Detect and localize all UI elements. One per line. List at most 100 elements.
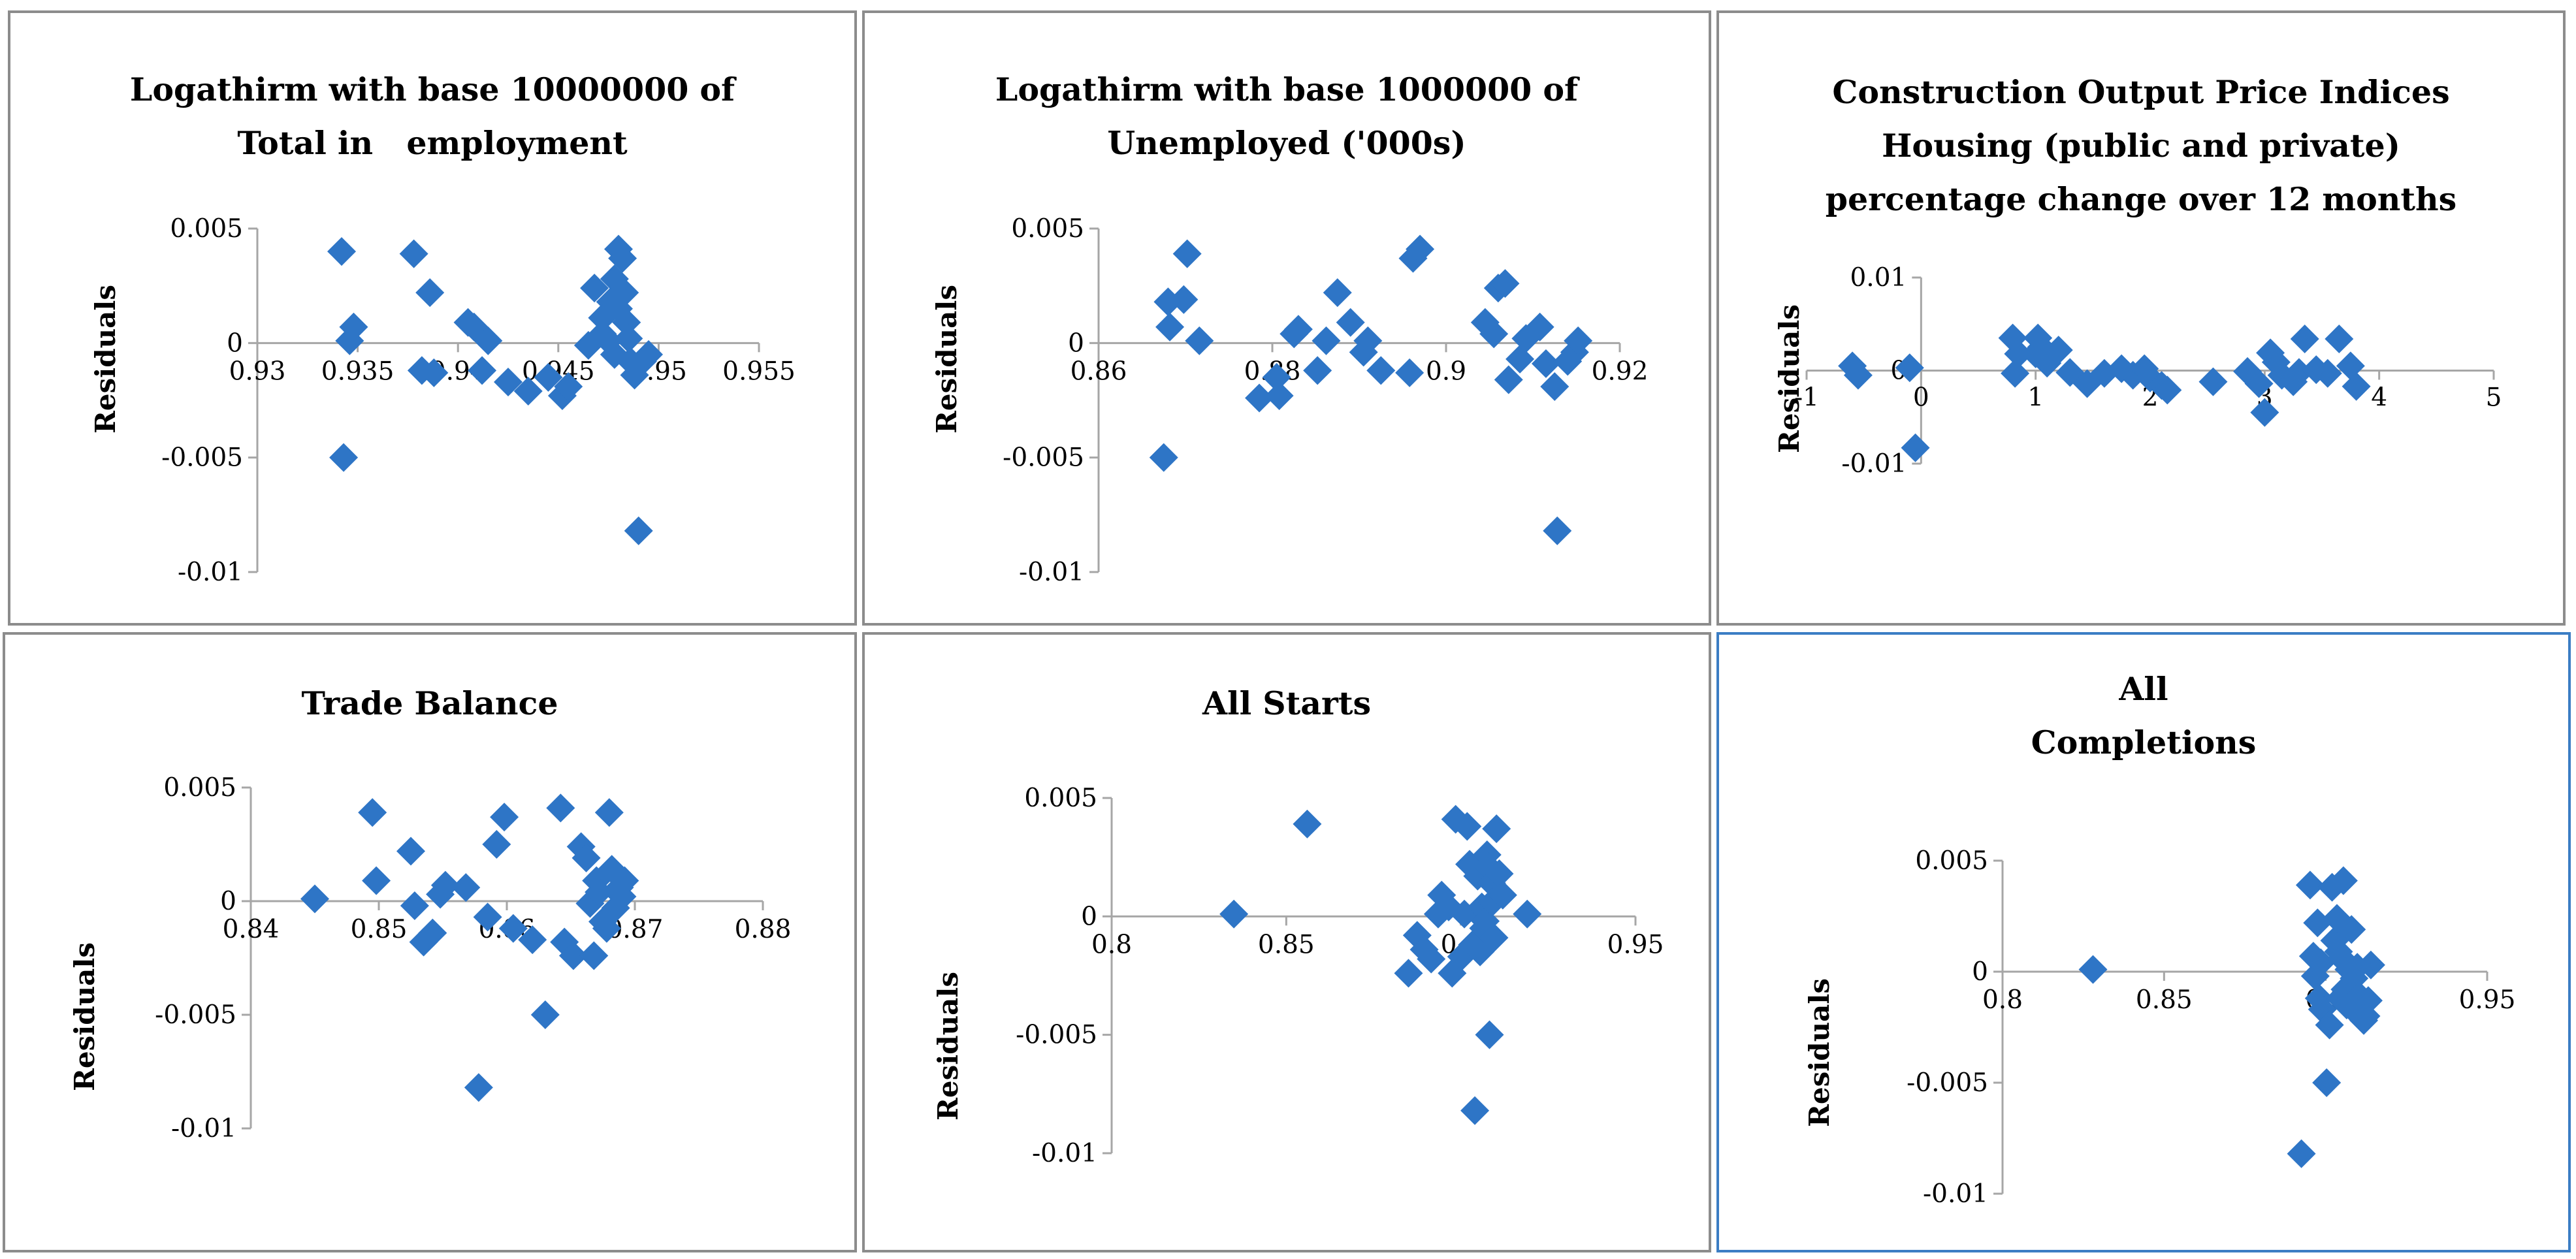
y-tick-label: 0.005 (163, 773, 236, 803)
x-tick-label: 0.95 (1607, 930, 1664, 959)
data-point (1470, 308, 1500, 337)
chart-title-line: Construction Output Price Indices (1832, 73, 2450, 111)
x-tick-label: 0 (1913, 383, 1929, 413)
data-point (1525, 312, 1554, 342)
chart-title-line: All Starts (1202, 684, 1372, 722)
data-point (329, 443, 359, 472)
x-tick-label: 1 (2027, 383, 2044, 413)
y-tick-label: 0 (227, 328, 243, 358)
chart-title-line: Logathirm with base 1000000 of (995, 71, 1579, 108)
y-tick-label: -0.01 (1019, 558, 1084, 587)
data-point (2284, 358, 2313, 387)
data-point (1843, 360, 1873, 390)
y-tick-label: -0.01 (171, 1114, 236, 1143)
data-point (1283, 315, 1313, 344)
data-point (572, 843, 601, 872)
y-tick-label: -0.01 (178, 558, 243, 587)
data-point (1460, 1096, 1490, 1125)
data-point (1293, 809, 1322, 838)
data-point (601, 893, 630, 923)
data-point (579, 941, 609, 970)
data-point (2315, 1010, 2344, 1040)
data-point (1441, 805, 1470, 834)
data-point (339, 312, 368, 342)
panel-unemployed: Logathirm with base 1000000 of Unemploye… (862, 10, 1711, 626)
data-point (1901, 433, 1930, 462)
y-tick-label: 0 (1081, 902, 1097, 931)
data-point (1438, 959, 1467, 988)
x-tick-label: 0.84 (223, 915, 280, 944)
data-point (2078, 955, 2108, 984)
data-point (494, 367, 523, 396)
data-point (592, 914, 621, 943)
y-tick-label: -0.01 (1923, 1179, 1988, 1209)
x-tick-label: 5 (2486, 383, 2502, 413)
data-point (1264, 381, 1294, 410)
chart-title: Construction Output Price Indices Housin… (1719, 65, 2563, 226)
y-tick-label: 0.005 (170, 214, 243, 244)
x-tick-label: 0.88 (735, 915, 792, 944)
data-point (430, 870, 460, 900)
data-point (2027, 332, 2056, 362)
data-point (558, 941, 588, 970)
y-tick-label: -0.005 (155, 1000, 236, 1030)
y-axis-title: Residuals (1773, 304, 1805, 453)
data-point (1149, 443, 1178, 472)
y-tick-label: 0 (1972, 957, 1988, 987)
y-tick-label: -0.005 (1016, 1021, 1097, 1050)
data-point (1434, 892, 1463, 921)
data-point (300, 884, 329, 914)
data-point (490, 803, 519, 832)
x-tick-label: 0.9 (1426, 357, 1466, 386)
y-axis-title: Residuals (1803, 978, 1835, 1127)
data-point (1395, 358, 1425, 387)
data-point (1479, 319, 1509, 349)
y-axis-title: Residuals (931, 285, 963, 434)
data-point (2313, 359, 2342, 388)
y-tick-label: 0.005 (1915, 846, 1988, 876)
data-point (2342, 372, 2371, 401)
data-point (1312, 326, 1341, 355)
data-point (1366, 356, 1396, 385)
y-tick-label: -0.01 (1032, 1139, 1097, 1168)
data-point (1513, 899, 1542, 929)
data-point (530, 1000, 560, 1029)
chart-title-line: All (2119, 670, 2168, 708)
data-point (513, 376, 543, 406)
data-point (358, 798, 387, 827)
y-tick-label: -0.005 (161, 443, 243, 473)
chart-title: Trade Balance (5, 677, 854, 730)
data-point (624, 516, 653, 545)
data-point (2001, 359, 2030, 388)
chart-title: All Completions (1719, 662, 2568, 769)
scatter-plot: 0.93 0.935 0.94 0.945 0.95 0.9550.0050-0.005-… (89, 214, 796, 587)
y-axis-title: Residuals (69, 942, 101, 1091)
data-point (464, 1073, 493, 1102)
y-tick-label: -0.01 (1841, 449, 1907, 479)
y-tick-label: 0 (1068, 328, 1084, 358)
data-point (1540, 372, 1570, 401)
data-point (1169, 285, 1199, 314)
data-point (400, 891, 429, 920)
y-axis-title: Residuals (89, 285, 121, 434)
data-point (1153, 287, 1183, 317)
data-point (597, 855, 626, 884)
data-point (534, 362, 563, 392)
data-point (585, 878, 614, 907)
data-point (498, 914, 528, 943)
data-point (327, 237, 357, 266)
data-point (1336, 308, 1365, 337)
data-point (2312, 1068, 2342, 1097)
data-point (473, 902, 502, 932)
data-point (1172, 239, 1202, 268)
chart-title-line: percentage change over 12 months (1825, 180, 2457, 218)
data-point (580, 274, 609, 303)
x-tick-label: 0.8 (1982, 985, 2023, 1015)
data-point (1895, 353, 1924, 383)
data-point (2256, 338, 2285, 368)
chart-title-line: Logathirm with base 10000000 of (129, 71, 735, 108)
